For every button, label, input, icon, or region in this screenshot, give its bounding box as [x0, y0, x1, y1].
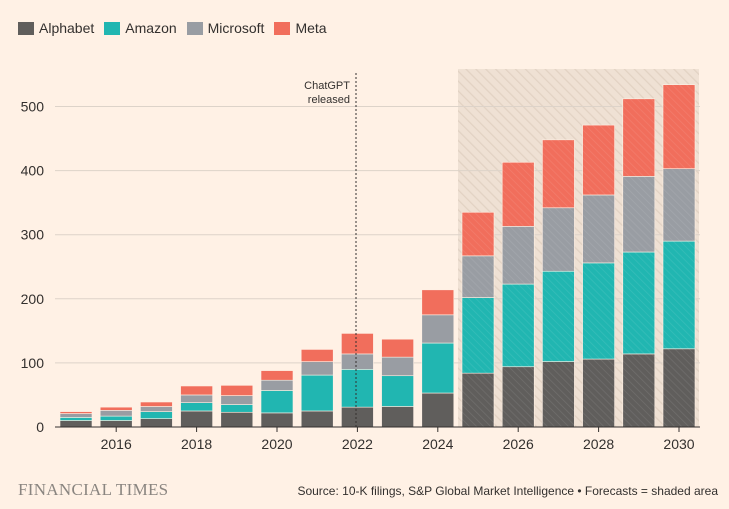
bar-hatch-alphabet-2029: [622, 353, 655, 427]
legend-swatch-alphabet: [18, 21, 34, 35]
bar-microsoft-2022: [341, 353, 374, 370]
bar-amazon-2018: [180, 402, 213, 412]
bar-hatch-alphabet-2027: [542, 361, 575, 427]
bar-hatch-amazon-2025: [462, 297, 494, 374]
bar-hatch-amazon-2030: [663, 241, 695, 349]
y-tick-label: 100: [21, 355, 45, 371]
x-tick-label: 2018: [181, 436, 212, 452]
bar-hatch-alphabet-2030: [663, 348, 695, 427]
legend-swatch-meta: [274, 21, 291, 35]
x-tick-label: 2020: [261, 436, 292, 452]
bar-meta-2021: [300, 349, 334, 362]
bar-meta-2022: [341, 333, 374, 355]
x-tick-label: 2028: [583, 436, 614, 452]
bar-amazon-2021: [300, 374, 334, 412]
bar-microsoft-2018: [180, 394, 213, 403]
chart-legend: Alphabet Amazon Microsoft Meta: [18, 20, 327, 36]
legend-label-meta: Meta: [295, 20, 327, 36]
bar-alphabet-2021: [300, 410, 334, 428]
bar-alphabet-2020: [260, 412, 294, 428]
source-note: Source: 10-K filings, S&P Global Market …: [297, 484, 718, 498]
bar-hatch-meta-2030: [663, 84, 695, 169]
legend-swatch-amazon: [104, 21, 121, 35]
bar-microsoft-2019: [220, 395, 254, 405]
legend-item-meta: Meta: [274, 20, 327, 36]
legend-label-amazon: Amazon: [125, 20, 177, 36]
bar-hatch-alphabet-2028: [582, 359, 615, 427]
bar-amazon-2019: [220, 404, 254, 413]
bar-alphabet-2024: [421, 392, 455, 428]
y-tick-label: 300: [21, 227, 45, 243]
bar-hatch-meta-2025: [462, 212, 494, 256]
x-tick-label: 2022: [342, 436, 373, 452]
bar-hatch-amazon-2029: [622, 252, 655, 354]
legend-label-microsoft: Microsoft: [207, 20, 265, 36]
legend-item-amazon: Amazon: [104, 20, 177, 36]
annotation-line1: ChatGPT: [304, 80, 350, 92]
bar-hatch-alphabet-2025: [462, 373, 494, 427]
bar-amazon-2022: [341, 369, 374, 408]
bar-microsoft-2015: [59, 413, 93, 418]
bar-meta-2016: [99, 406, 133, 411]
bar-hatch-microsoft-2030: [663, 168, 695, 242]
forecast-shaded-area: [458, 69, 699, 427]
bar-alphabet-2016: [99, 420, 133, 428]
x-tick-label: 2024: [422, 436, 453, 452]
x-tick-label: 2026: [503, 436, 534, 452]
bar-microsoft-2024: [421, 314, 455, 344]
bar-microsoft-2021: [300, 361, 334, 376]
bar-meta-2019: [220, 385, 254, 396]
bar-amazon-2020: [260, 390, 294, 414]
bar-hatch-amazon-2028: [582, 262, 615, 360]
bar-amazon-2015: [59, 417, 93, 421]
bar-microsoft-2023: [381, 356, 414, 377]
bar-hatch-meta-2027: [542, 139, 575, 208]
legend-item-alphabet: Alphabet: [18, 20, 94, 36]
x-tick-label: 2016: [101, 436, 132, 452]
y-tick-label: 500: [21, 99, 45, 115]
bar-microsoft-2016: [99, 410, 133, 417]
bar-hatch-amazon-2026: [502, 284, 535, 367]
bar-hatch-meta-2029: [622, 98, 655, 177]
bar-hatch-microsoft-2028: [582, 194, 615, 263]
stacked-bar-chart: ChatGPT released 0 100 200 300 400 500 2016 2018…: [21, 69, 700, 452]
bar-hatch-microsoft-2025: [462, 255, 494, 298]
x-tick-label: 2030: [663, 436, 694, 452]
bar-alphabet-2022: [341, 406, 374, 428]
bar-alphabet-2018: [180, 410, 213, 428]
y-tick-label: 0: [36, 419, 44, 435]
bar-hatch-amazon-2027: [542, 271, 575, 362]
annotation-line2: released: [308, 94, 350, 106]
bar-hatch-meta-2026: [502, 162, 535, 227]
bar-hatch-microsoft-2027: [542, 207, 575, 272]
bar-microsoft-2017: [140, 406, 173, 412]
bar-meta-2023: [381, 338, 414, 358]
bar-meta-2024: [421, 289, 455, 316]
bar-microsoft-2020: [260, 379, 294, 391]
y-tick-label: 200: [21, 291, 45, 307]
legend-label-alphabet: Alphabet: [39, 20, 95, 36]
bar-hatch-alphabet-2026: [502, 366, 535, 427]
bar-hatch-microsoft-2029: [622, 176, 655, 253]
ft-logo: FINANCIAL TIMES: [18, 480, 169, 499]
bar-meta-2017: [140, 401, 173, 407]
bar-hatch-meta-2028: [582, 125, 615, 195]
bar-meta-2020: [260, 370, 294, 381]
legend-item-microsoft: Microsoft: [186, 20, 265, 36]
legend-swatch-microsoft: [186, 21, 203, 35]
bar-amazon-2024: [421, 342, 455, 394]
bar-alphabet-2019: [220, 411, 254, 428]
bar-alphabet-2017: [140, 418, 173, 428]
y-tick-label: 400: [21, 163, 45, 179]
bar-amazon-2023: [381, 375, 414, 407]
bar-hatch-microsoft-2026: [502, 226, 535, 285]
bar-amazon-2016: [99, 415, 133, 421]
bar-amazon-2017: [140, 411, 173, 419]
bar-meta-2015: [59, 411, 93, 414]
bar-alphabet-2015: [59, 420, 93, 428]
bar-meta-2018: [180, 385, 213, 396]
bar-alphabet-2023: [381, 406, 414, 428]
